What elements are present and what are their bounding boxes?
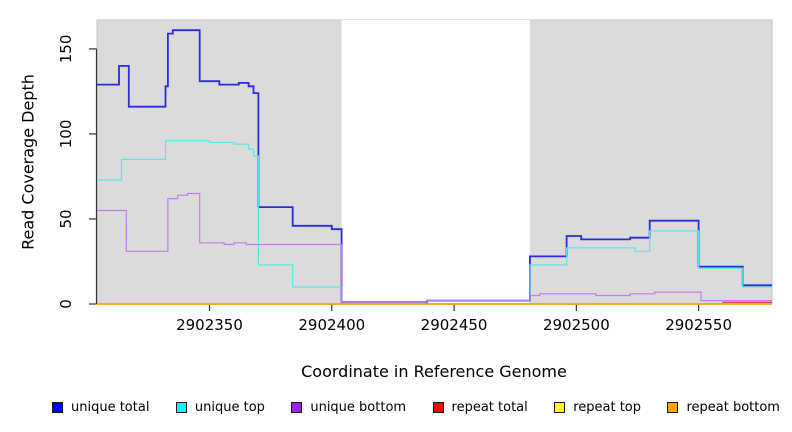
legend-item-repeat-top: repeat top [554, 400, 641, 415]
gap-region [341, 20, 530, 304]
y-tick-label: 0 [57, 299, 75, 309]
legend-item-repeat-bottom: repeat bottom [667, 400, 780, 415]
x-tick-label: 2902500 [543, 316, 610, 334]
legend-label: repeat bottom [686, 400, 780, 415]
legend-label: unique total [71, 400, 150, 415]
y-tick-label: 150 [57, 35, 75, 64]
unique-bottom-swatch-icon [291, 402, 303, 413]
x-tick-label: 2902450 [421, 316, 488, 334]
legend-item-unique-bottom: unique bottom [291, 400, 406, 415]
legend-label: repeat top [573, 400, 641, 415]
x-tick-label: 2902350 [176, 316, 243, 334]
legend: unique total unique top unique bottom re… [52, 400, 780, 415]
y-tick-label: 50 [57, 209, 75, 228]
y-tick-label: 100 [57, 120, 75, 149]
repeat-top-swatch-icon [554, 402, 566, 413]
y-axis-title: Read Coverage Depth [18, 74, 38, 250]
repeat-total-swatch-icon [432, 402, 444, 413]
x-axis-title: Coordinate in Reference Genome [301, 362, 567, 381]
legend-label: unique bottom [310, 400, 407, 415]
legend-label: repeat total [451, 400, 528, 415]
legend-item-unique-top: unique top [175, 400, 265, 415]
repeat-bottom-swatch-icon [667, 402, 679, 413]
x-tick-label: 2902550 [665, 316, 732, 334]
series-unique-top [97, 140, 772, 305]
legend-item-repeat-total: repeat total [432, 400, 528, 415]
unique-total-swatch-icon [52, 402, 63, 413]
series-unique-bottom [97, 192, 772, 303]
unique-top-swatch-icon [175, 402, 187, 413]
series-unique-total [97, 29, 772, 304]
legend-item-unique-total: unique total [52, 400, 149, 415]
x-tick-label: 2902400 [298, 316, 365, 334]
legend-label: unique top [194, 400, 265, 415]
